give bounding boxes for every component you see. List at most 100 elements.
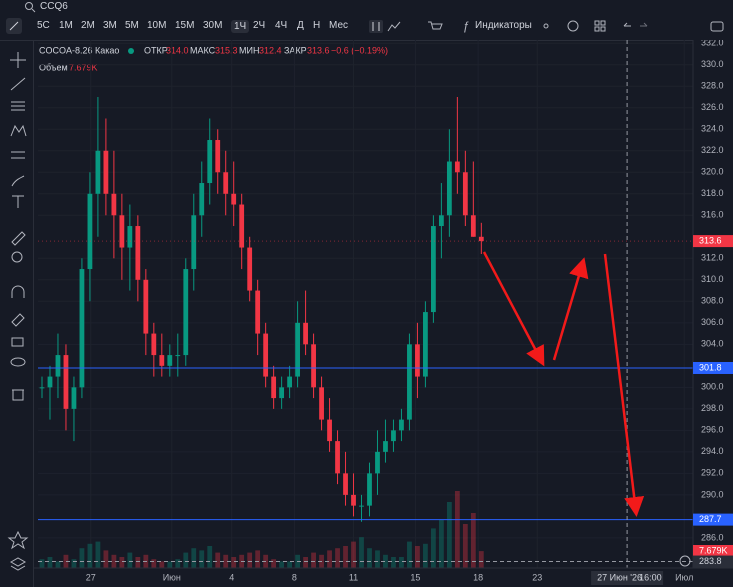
favorite-tool[interactable] <box>7 530 29 550</box>
candle-type[interactable] <box>369 20 383 33</box>
y-tick-label: 328.0 <box>701 81 724 91</box>
eye-tool[interactable] <box>10 357 26 367</box>
y-tick-label: 316.0 <box>701 210 724 220</box>
interval-button[interactable]: 5С <box>37 20 50 31</box>
top-toolbar: CCQ6 5С 1М 2М 3М 5М 10М 15М 30М 1Ч 2Ч 4Ч Д Н Мес Инди… <box>0 0 733 41</box>
undo-icon[interactable] <box>623 22 631 27</box>
candle-body <box>407 344 412 420</box>
candle-body <box>470 215 476 237</box>
y-tick-label: 290.0 <box>701 489 724 499</box>
y-tick-label: 300.0 <box>701 382 724 392</box>
interval-button[interactable]: Д <box>297 20 304 31</box>
redo-icon[interactable] <box>640 22 648 27</box>
interval-button[interactable]: Н <box>313 20 321 31</box>
magnet-tool[interactable] <box>11 285 25 298</box>
level-label: 301.8 <box>699 362 722 372</box>
candle-body <box>279 387 285 399</box>
interval-button[interactable]: 4Ч <box>275 20 288 31</box>
trend-tool[interactable] <box>10 77 26 91</box>
line-type[interactable] <box>387 21 401 32</box>
crosshair-price: 283.8 <box>699 556 722 566</box>
candle-body <box>151 333 157 356</box>
volume-bar <box>39 559 45 568</box>
layers-tool[interactable] <box>9 557 27 571</box>
interval-button[interactable]: 1Ч <box>231 20 250 33</box>
y-tick-label: 330.0 <box>701 59 724 69</box>
interval-button[interactable]: 10М <box>147 20 167 31</box>
zoom-tool[interactable] <box>11 251 23 263</box>
y-tick-label: 318.0 <box>701 188 724 198</box>
volume-bar <box>415 546 420 568</box>
candle-body <box>359 505 364 507</box>
text-tool[interactable] <box>12 195 24 208</box>
candle-body <box>423 312 428 377</box>
y-tick-label: 296.0 <box>701 425 724 435</box>
market-status <box>128 48 134 54</box>
volume-bar <box>111 554 117 568</box>
y-tick-label: 324.0 <box>701 124 724 134</box>
interval-button[interactable]: 3М <box>103 20 117 31</box>
y-tick-label: 320.0 <box>701 167 724 177</box>
y-tick-label: 306.0 <box>701 317 724 327</box>
last-price-label-bg <box>693 235 733 248</box>
candle-body <box>454 161 460 173</box>
trash-tool[interactable] <box>12 389 24 401</box>
y-tick-label: 304.0 <box>701 339 724 349</box>
arrow <box>552 257 589 361</box>
interval-button[interactable]: 5М <box>125 20 139 31</box>
ruler-tool[interactable] <box>11 231 26 246</box>
candle-body <box>127 226 133 248</box>
prediction-tool[interactable] <box>11 151 25 159</box>
volume-bar <box>383 554 388 568</box>
candle-body <box>431 226 436 313</box>
x-tick-label: 27 <box>86 572 96 582</box>
volume-bar <box>151 559 157 568</box>
price-axis <box>693 40 733 587</box>
alert-icon[interactable] <box>543 23 549 29</box>
lock-tool[interactable] <box>11 337 24 347</box>
layout-icon[interactable] <box>594 26 600 32</box>
x-tick-label: 23 <box>532 572 542 582</box>
legend-low-label: МИН <box>239 45 259 55</box>
last-price-label: 313.6 <box>699 235 722 245</box>
interval-button[interactable]: 1М <box>59 20 73 31</box>
layout-icon[interactable] <box>600 26 606 32</box>
pattern-tool[interactable] <box>10 124 27 137</box>
symbol-search[interactable]: CCQ6 <box>40 1 68 12</box>
lock-draw-tool[interactable] <box>11 313 25 327</box>
fib-tool[interactable] <box>11 101 25 111</box>
volume-bar <box>55 561 61 568</box>
candle-body <box>375 451 380 474</box>
volume-bar <box>247 552 253 568</box>
search-icon[interactable] <box>24 1 36 13</box>
layout-icon[interactable] <box>600 20 606 26</box>
add-icon[interactable] <box>567 20 579 32</box>
volume-bar <box>103 550 109 568</box>
indicators-button[interactable]: Индикаторы <box>475 20 532 31</box>
volume-bar <box>207 546 213 568</box>
candle-body <box>87 193 93 270</box>
pencil-button[interactable] <box>6 18 22 34</box>
interval-button[interactable]: 2Ч <box>253 20 266 31</box>
level-label-bg <box>693 513 733 526</box>
candle-body <box>446 161 452 216</box>
interval-button[interactable]: 30М <box>203 20 223 31</box>
fx-icon[interactable]: ƒ <box>463 19 470 33</box>
interval-button[interactable]: Мес <box>329 20 349 31</box>
interval-button[interactable]: 15М <box>175 20 195 31</box>
settings-icon[interactable] <box>679 555 691 567</box>
legend-volume-label: Объем <box>39 62 68 72</box>
camera-icon[interactable] <box>710 21 724 32</box>
y-tick-label: 308.0 <box>701 296 724 306</box>
volume-bar <box>135 557 141 568</box>
y-tick-label: 332.0 <box>701 40 724 48</box>
volume-label-bg <box>693 545 733 557</box>
cart-icon[interactable] <box>428 21 443 30</box>
layout-icon[interactable] <box>594 20 600 26</box>
candle-body <box>351 494 356 506</box>
brush-tool[interactable] <box>11 175 25 187</box>
volume-bar <box>127 552 133 568</box>
interval-button[interactable]: 2М <box>81 20 95 31</box>
candle-body <box>263 333 269 377</box>
cross-tool[interactable] <box>10 52 26 68</box>
